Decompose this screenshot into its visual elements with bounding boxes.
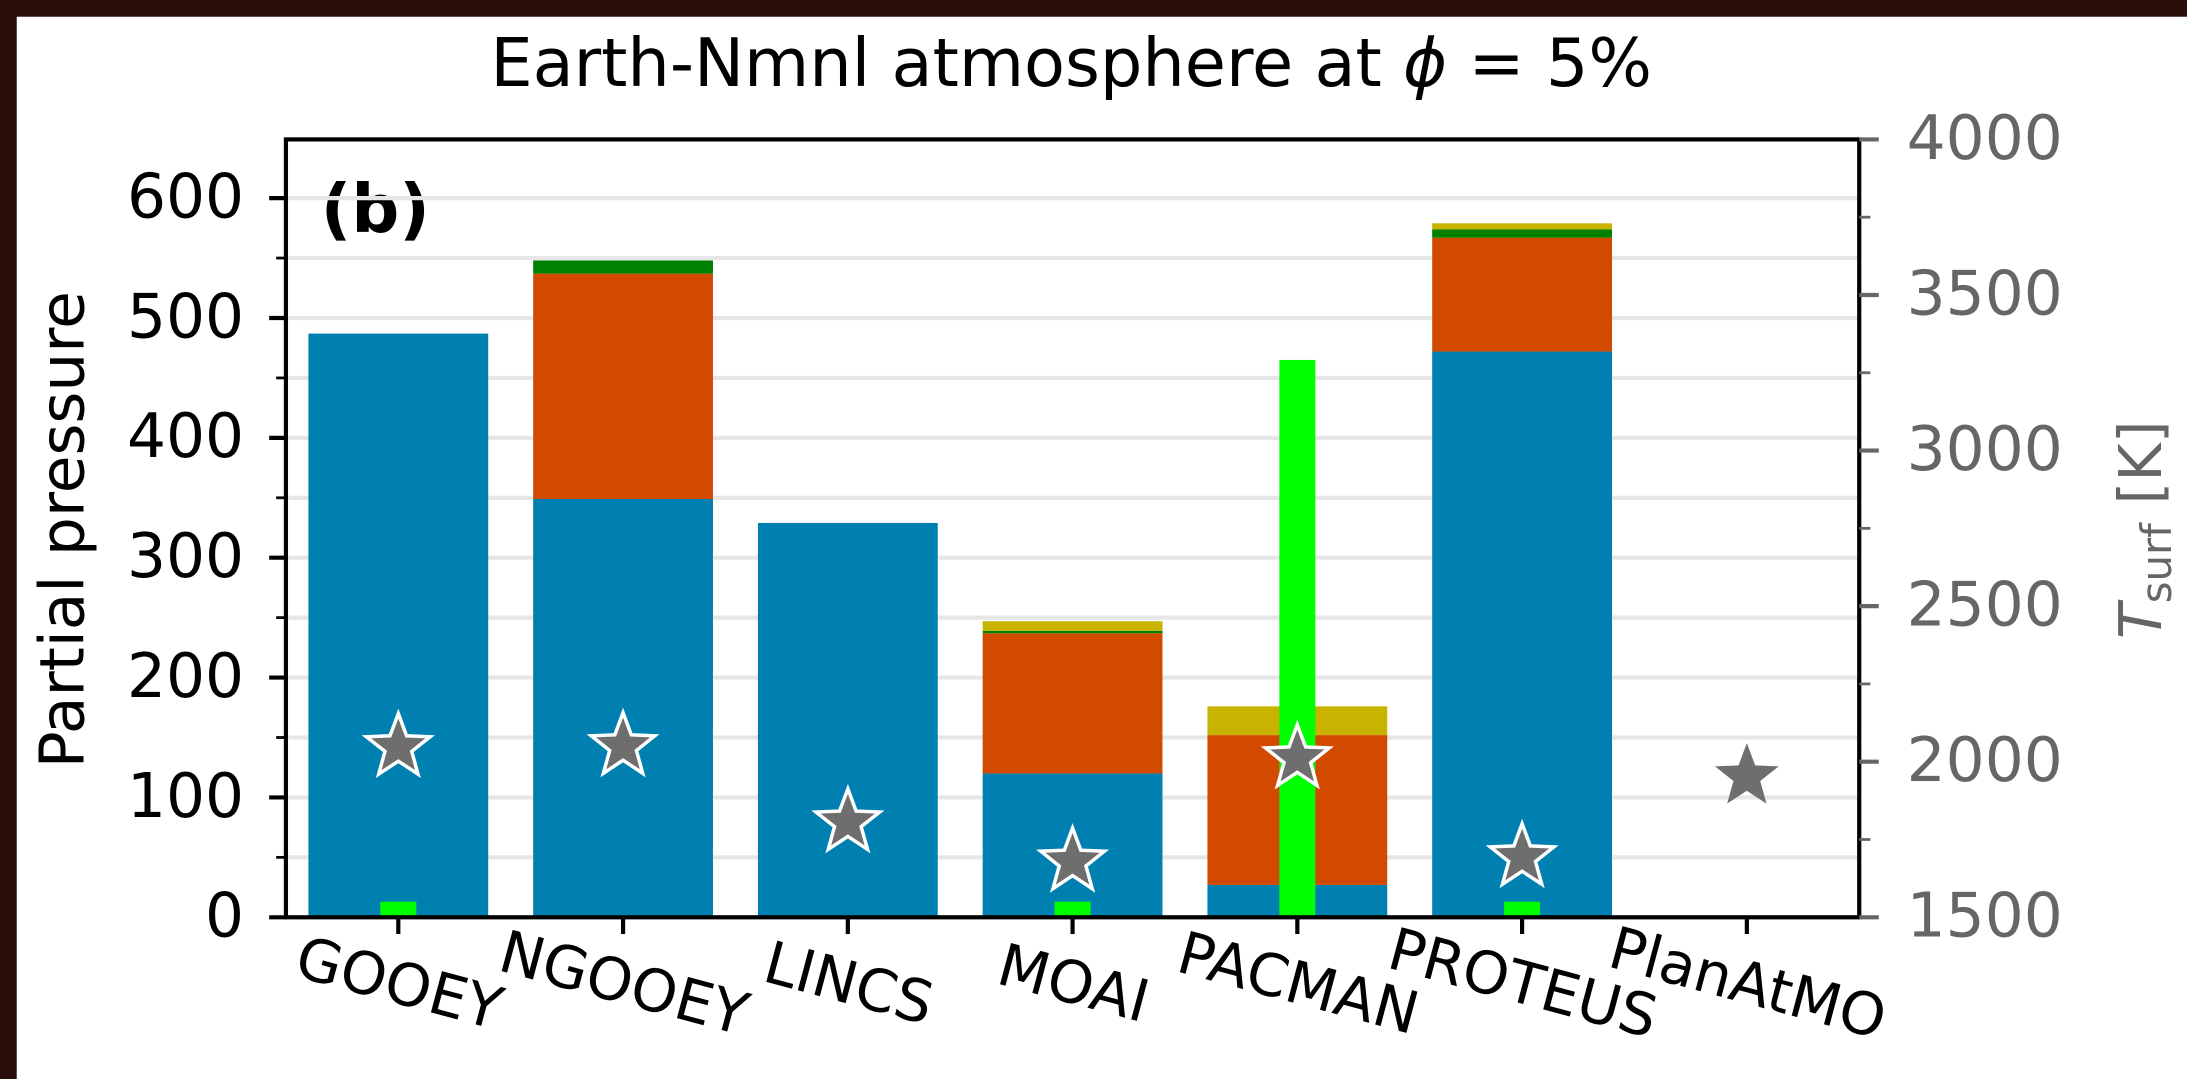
y2-unit: [K] xyxy=(2107,420,2175,523)
bar-segment xyxy=(1432,237,1612,352)
bar-segment xyxy=(982,630,1163,634)
title-text: Earth-Nmnl atmosphere at xyxy=(490,23,1403,101)
bar-segment xyxy=(757,522,938,918)
y2-tick-label: 4000 xyxy=(1907,103,2063,174)
y2-symbol: T xyxy=(2107,599,2175,639)
annotation: (b) xyxy=(321,170,430,248)
y-tick-label: 300 xyxy=(127,521,244,592)
star-marker xyxy=(586,707,660,778)
bar-segment xyxy=(1432,229,1612,238)
chart-title: Earth-Nmnl atmosphere at ϕ = 5% xyxy=(490,23,1652,101)
y-tick-label: 200 xyxy=(127,641,244,712)
y-tick-label: 100 xyxy=(127,761,244,832)
y2-tick-label: 2000 xyxy=(1907,725,2063,796)
star-marker xyxy=(1036,823,1110,893)
bar-segment xyxy=(982,633,1163,774)
bar-segment xyxy=(1432,223,1612,230)
title-symbol: ϕ xyxy=(1403,23,1447,101)
bar-segment xyxy=(533,260,713,274)
y2-axis-label: Tsurf [K] xyxy=(2107,420,2180,639)
y2-tick-label: 2500 xyxy=(1907,570,2063,641)
y2-tick-label: 1500 xyxy=(1907,881,2063,952)
narrow-bar xyxy=(1504,901,1541,918)
y2-tick-label: 3500 xyxy=(1907,258,2063,329)
star-marker xyxy=(811,783,885,854)
narrow-bar xyxy=(1279,359,1316,918)
bar-segment xyxy=(533,273,713,499)
bar-segment xyxy=(982,621,1163,631)
narrow-bar xyxy=(380,901,417,918)
y-tick-label: 500 xyxy=(127,281,244,352)
y-tick-label: 600 xyxy=(127,162,244,233)
y2-subscript: surf xyxy=(2132,522,2181,603)
y-axis-label: Partial pressure xyxy=(28,291,99,768)
star-marker xyxy=(1715,743,1779,804)
bar-segment xyxy=(308,333,489,918)
title-rest: = 5% xyxy=(1447,23,1652,101)
y2-tick-label: 3000 xyxy=(1907,414,2063,485)
y-tick-label: 0 xyxy=(205,881,244,952)
star-marker xyxy=(361,708,435,779)
narrow-bar xyxy=(1054,901,1091,918)
star-marker xyxy=(1260,719,1334,790)
y-tick-label: 400 xyxy=(127,401,244,472)
star-marker xyxy=(1485,818,1559,889)
